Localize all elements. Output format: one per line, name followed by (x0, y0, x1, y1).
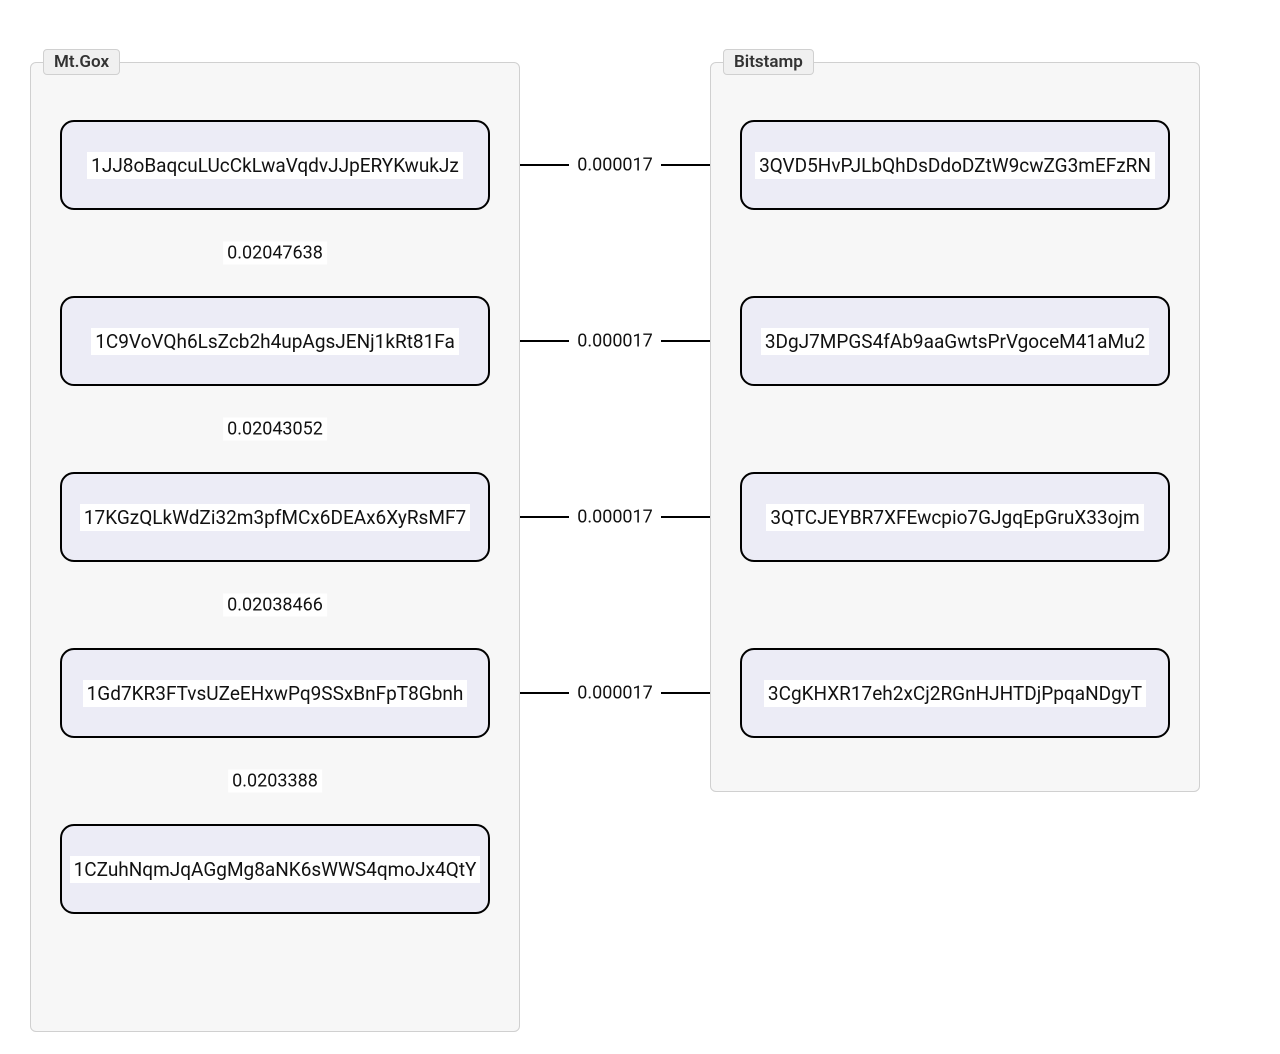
edge-label: 0.000017 (573, 506, 657, 529)
edge-label: 0.02043052 (223, 418, 327, 441)
edge-label: 0.02038466 (223, 594, 327, 617)
address-text: 1C9VoVQh6LsZcb2h4upAgsJENj1kRt81Fa (91, 328, 459, 355)
address-text: 1Gd7KR3FTvsUZeEHxwPq9SSxBnFpT8Gbnh (83, 680, 468, 707)
group-mtgox-label: Mt.Gox (43, 49, 120, 75)
address-node: 1CZuhNqmJqAGgMg8aNK6sWWS4qmoJx4QtY (60, 824, 490, 914)
address-text: 3DgJ7MPGS4fAb9aaGwtsPrVgoceM41aMu2 (761, 328, 1149, 355)
address-text: 3QTCJEYBR7XFEwcpio7GJgqEpGruX33ojm (766, 504, 1143, 531)
address-node: 1C9VoVQh6LsZcb2h4upAgsJENj1kRt81Fa (60, 296, 490, 386)
edge-label: 0.02047638 (223, 242, 327, 265)
address-text: 17KGzQLkWdZi32m3pfMCx6DEAx6XyRsMF7 (80, 504, 470, 531)
address-node: 1Gd7KR3FTvsUZeEHxwPq9SSxBnFpT8Gbnh (60, 648, 490, 738)
address-text: 3CgKHXR17eh2xCj2RGnHJHTDjPpqaNDgyT (764, 680, 1146, 707)
address-node: 3CgKHXR17eh2xCj2RGnHJHTDjPpqaNDgyT (740, 648, 1170, 738)
address-text: 1JJ8oBaqcuLUcCkLwaVqdvJJpERYKwukJz (87, 152, 463, 179)
group-bitstamp-label: Bitstamp (723, 49, 814, 75)
edge-label: 0.000017 (573, 682, 657, 705)
edge-label: 0.000017 (573, 154, 657, 177)
address-node: 3DgJ7MPGS4fAb9aaGwtsPrVgoceM41aMu2 (740, 296, 1170, 386)
diagram-canvas: Mt.Gox Bitstamp 1JJ8oBaqcuLUcCkLwaVqdvJJ… (0, 0, 1280, 1054)
address-text: 3QVD5HvPJLbQhDsDdoDZtW9cwZG3mEFzRN (755, 152, 1155, 179)
address-node: 1JJ8oBaqcuLUcCkLwaVqdvJJpERYKwukJz (60, 120, 490, 210)
edge-label: 0.000017 (573, 330, 657, 353)
address-node: 3QVD5HvPJLbQhDsDdoDZtW9cwZG3mEFzRN (740, 120, 1170, 210)
address-node: 3QTCJEYBR7XFEwcpio7GJgqEpGruX33ojm (740, 472, 1170, 562)
edge-label: 0.0203388 (228, 770, 322, 793)
address-node: 17KGzQLkWdZi32m3pfMCx6DEAx6XyRsMF7 (60, 472, 490, 562)
address-text: 1CZuhNqmJqAGgMg8aNK6sWWS4qmoJx4QtY (70, 856, 481, 883)
